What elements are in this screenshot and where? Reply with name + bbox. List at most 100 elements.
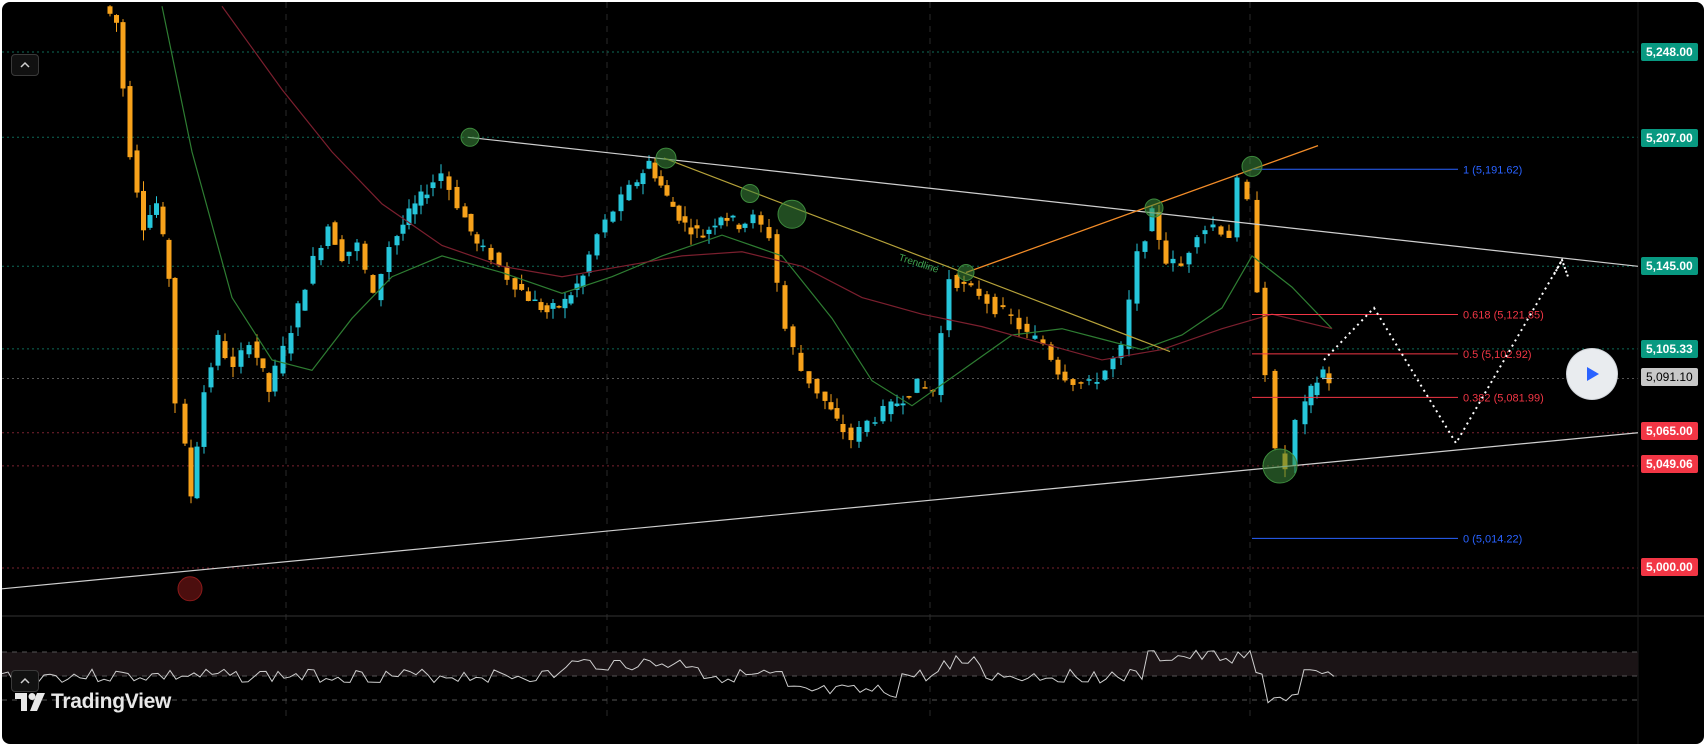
- candle-body: [266, 373, 272, 392]
- candle-body: [618, 194, 624, 212]
- ascending-trendline: [2, 432, 1639, 590]
- candle-body: [354, 242, 360, 252]
- price-label-5207: 5,207.00: [1641, 129, 1698, 147]
- candle-body: [1178, 263, 1184, 266]
- candle-body: [1226, 230, 1232, 238]
- pivot-marker: [460, 127, 480, 147]
- candle-body: [1126, 299, 1132, 349]
- candle-body: [468, 213, 474, 232]
- candle-body: [295, 303, 301, 328]
- candle-body: [400, 224, 406, 234]
- candle-body: [346, 251, 352, 257]
- candle-body: [154, 203, 159, 215]
- candle-body: [968, 283, 974, 286]
- pivot-marker: [1144, 198, 1164, 218]
- candle-body: [574, 283, 580, 290]
- candle-body: [246, 345, 252, 355]
- candle-body: [758, 215, 764, 225]
- candle-body: [172, 277, 178, 404]
- ma-fast-line: [161, 6, 1333, 407]
- candle-body: [288, 333, 294, 354]
- candle-body: [864, 420, 870, 432]
- candle-body: [806, 371, 812, 384]
- candle-body: [1008, 314, 1014, 316]
- candle-body: [362, 243, 368, 270]
- descending-trendline: [467, 136, 1639, 267]
- candle-body: [120, 22, 126, 89]
- candle-body: [652, 162, 658, 179]
- fib-level-label: 0.618 (5,121.85): [1463, 309, 1544, 321]
- logo-text: TradingView: [51, 690, 172, 713]
- collapse-rsi-button[interactable]: [11, 670, 39, 692]
- candle-body: [556, 306, 562, 308]
- candle-body: [894, 403, 900, 406]
- candle-body: [900, 403, 906, 406]
- candle-body: [700, 235, 706, 238]
- play-button[interactable]: [1567, 349, 1617, 399]
- candle-body: [724, 217, 730, 221]
- pivot-marker: [777, 199, 807, 229]
- candle-body: [742, 223, 748, 228]
- candle-body: [418, 191, 424, 206]
- candle-body: [1194, 237, 1200, 248]
- candle-body: [834, 408, 840, 419]
- candle-body: [1086, 379, 1092, 381]
- collapse-main-button[interactable]: [11, 54, 39, 76]
- candle-body: [462, 206, 468, 218]
- candle-body: [1118, 344, 1124, 359]
- candle-body: [504, 266, 510, 280]
- candle-body: [141, 190, 146, 231]
- candle-body: [107, 6, 113, 14]
- candle-body: [961, 281, 967, 284]
- candle-body: [474, 234, 480, 244]
- candle-body: [127, 86, 133, 158]
- candle-body: [430, 182, 436, 189]
- candle-body: [1210, 224, 1216, 228]
- candle-body: [1062, 371, 1068, 381]
- candle-body: [848, 427, 854, 441]
- candle-body: [694, 225, 700, 229]
- fib-level-label: 1 (5,191.62): [1463, 164, 1522, 176]
- chevron-up-icon: [20, 677, 30, 684]
- candle-body: [1320, 369, 1326, 378]
- candle-body: [1102, 370, 1108, 380]
- candle-body: [1070, 379, 1076, 385]
- candle-body: [325, 226, 331, 247]
- price-label-5065: 5,065.00: [1641, 422, 1698, 440]
- candle-body: [412, 203, 418, 215]
- candle-body: [550, 303, 556, 309]
- candle-body: [682, 216, 688, 223]
- candle-body: [147, 214, 153, 228]
- candle-body: [1234, 177, 1240, 238]
- rsi-band: [2, 652, 1638, 676]
- pivot-marker: [740, 183, 760, 203]
- candle-body: [730, 215, 736, 218]
- candle-body: [222, 341, 228, 359]
- projection-arrow: [1553, 257, 1569, 278]
- candle-body: [670, 201, 676, 207]
- candle-body: [646, 160, 652, 169]
- candle-body: [872, 422, 878, 424]
- candle-body: [1156, 211, 1162, 240]
- candle-body: [272, 365, 278, 392]
- fib-level-label: 0 (5,014.22): [1463, 533, 1522, 545]
- candle-body: [496, 252, 502, 266]
- candle-body: [254, 341, 260, 358]
- candle-body: [594, 234, 600, 256]
- candle-body: [1218, 226, 1224, 235]
- candle-body: [1244, 181, 1250, 200]
- candle-body: [856, 426, 862, 442]
- pivot-marker: [1262, 448, 1298, 484]
- candle-body: [114, 15, 119, 23]
- candle-body: [424, 194, 430, 199]
- tradingview-logo[interactable]: TradingView: [15, 690, 171, 714]
- candle-body: [954, 275, 960, 288]
- candle-body: [182, 403, 188, 444]
- chevron-up-icon: [20, 61, 30, 68]
- candle-body: [332, 222, 338, 245]
- candle-body: [1308, 385, 1314, 406]
- candle-body: [1302, 401, 1308, 425]
- candle-body: [1254, 199, 1260, 293]
- candle-body: [1170, 258, 1176, 264]
